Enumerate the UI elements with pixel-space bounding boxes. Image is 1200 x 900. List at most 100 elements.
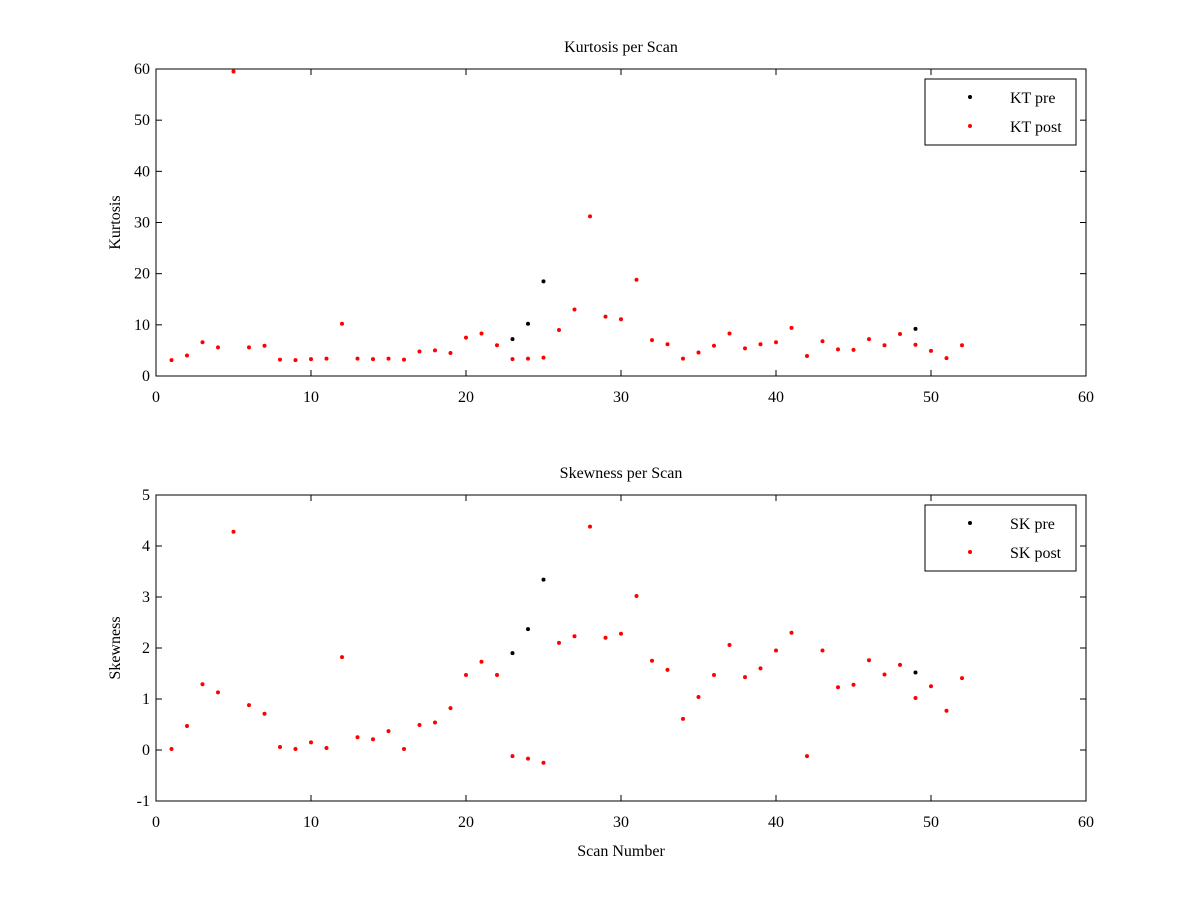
kurtosis-point-post: [743, 346, 747, 351]
skewness-point-post: [727, 642, 732, 647]
skewness-point-post: [185, 724, 189, 729]
kurtosis-point-post: [169, 358, 174, 363]
kurtosis-point-post: [882, 343, 887, 348]
kurtosis-chart-title: Kurtosis per Scan: [564, 39, 678, 56]
skewness-point-post: [836, 685, 840, 690]
skewness-x-tick-label: 20: [458, 814, 474, 831]
kurtosis-point-post: [278, 357, 282, 362]
kurtosis-x-tick-label: 40: [768, 389, 784, 406]
kurtosis-x-tick-label: 0: [152, 389, 160, 406]
skewness-point-post: [200, 682, 205, 687]
kurtosis-x-tick-label: 20: [458, 389, 474, 406]
kurtosis-point-post: [758, 342, 763, 347]
skewness-y-tick-label: 3: [142, 589, 150, 606]
skewness-legend-marker-post: [968, 550, 972, 554]
skewness-x-tick-label: 0: [152, 814, 160, 831]
kurtosis-point-post: [634, 277, 639, 282]
kurtosis-point-post: [960, 343, 964, 348]
skewness-y-tick-label: -1: [137, 793, 150, 810]
kurtosis-point-post: [510, 357, 515, 362]
skewness-y-tick-label: 5: [142, 487, 150, 504]
kurtosis-legend-label-pre: KT pre: [1010, 90, 1055, 107]
kurtosis-point-post: [417, 349, 422, 354]
kurtosis-y-tick-label: 30: [134, 215, 150, 232]
kurtosis-point-post: [603, 314, 608, 319]
skewness-point-post: [882, 672, 887, 677]
skewness-point-post: [696, 694, 701, 699]
kurtosis-point-post: [293, 358, 298, 363]
kurtosis-x-tick-label: 50: [923, 389, 939, 406]
skewness-point-post: [572, 634, 577, 639]
skewness-point-post: [603, 635, 608, 640]
kurtosis-points: [169, 69, 964, 363]
kurtosis-point-post: [712, 343, 716, 348]
kurtosis-point-post: [355, 356, 360, 361]
kurtosis-point-post: [495, 343, 499, 348]
skewness-legend: SK pre SK post: [924, 504, 1077, 572]
kurtosis-point-post: [774, 340, 778, 345]
skewness-x-tick-label: 60: [1078, 814, 1094, 831]
skewness-point-post: [510, 754, 515, 759]
skewness-point-post: [774, 648, 778, 653]
skewness-point-post: [169, 746, 174, 751]
skewness-legend-box: [924, 504, 1077, 572]
skewness-point-post: [650, 658, 654, 663]
skewness-point-post: [340, 655, 344, 660]
skewness-y-axis-label: Skewness: [107, 616, 124, 679]
kurtosis-point-post: [665, 342, 670, 347]
skewness-point-post: [324, 745, 329, 750]
skewness-chart-title: Skewness per Scan: [560, 465, 683, 482]
skewness-point-post: [479, 659, 484, 664]
kurtosis-point-post: [588, 214, 592, 219]
skewness-y-tick-label: 4: [142, 538, 150, 555]
kurtosis-y-tick-label: 20: [134, 266, 150, 283]
skewness-legend-marker-pre: [968, 521, 972, 525]
kurtosis-point-post: [479, 331, 484, 336]
skewness-point-post: [495, 673, 499, 678]
kurtosis-point-post: [464, 335, 468, 340]
skewness-point-post: [402, 746, 406, 751]
kurtosis-legend-box: [924, 78, 1077, 146]
skewness-point-pre: [913, 670, 918, 675]
kurtosis-y-axis-label: Kurtosis: [107, 195, 124, 249]
skewness-point-post: [417, 723, 422, 728]
kurtosis-point-post: [247, 345, 251, 350]
kurtosis-point-pre: [526, 321, 530, 326]
kurtosis-point-post: [371, 357, 375, 362]
skewness-point-post: [805, 754, 809, 759]
skewness-point-post: [913, 695, 918, 700]
skewness-point-post: [665, 667, 670, 672]
skewness-point-post: [619, 631, 623, 636]
kurtosis-point-post: [200, 340, 205, 345]
skewness-point-post: [464, 673, 468, 678]
skewness-point-post: [851, 682, 856, 687]
skewness-point-pre: [526, 627, 530, 632]
skewness-point-post: [789, 630, 794, 635]
kurtosis-point-post: [231, 69, 236, 74]
skewness-point-post: [433, 720, 437, 725]
skewness-x-tick-label: 50: [923, 814, 939, 831]
kurtosis-point-post: [867, 337, 871, 342]
skewness-point-post: [541, 760, 546, 765]
kurtosis-point-post: [619, 317, 623, 322]
skewness-point-post: [278, 744, 282, 749]
kurtosis-point-post: [929, 348, 933, 353]
skewness-point-post: [262, 711, 267, 716]
kurtosis-point-post: [448, 350, 453, 355]
skewness-x-axis-label: Scan Number: [577, 843, 665, 860]
skewness-point-post: [247, 703, 251, 708]
skewness-point-post: [526, 756, 530, 761]
skewness-point-post: [929, 684, 933, 689]
kurtosis-point-post: [650, 338, 654, 343]
kurtosis-point-pre: [510, 337, 515, 342]
kurtosis-point-post: [913, 342, 918, 347]
kurtosis-y-tick-label: 50: [134, 112, 150, 129]
skewness-point-post: [867, 658, 871, 663]
skewness-point-post: [386, 729, 391, 734]
kurtosis-point-post: [433, 348, 437, 353]
skewness-point-post: [588, 524, 592, 529]
kurtosis-x-tick-label: 10: [303, 389, 319, 406]
skewness-points: [169, 524, 964, 765]
